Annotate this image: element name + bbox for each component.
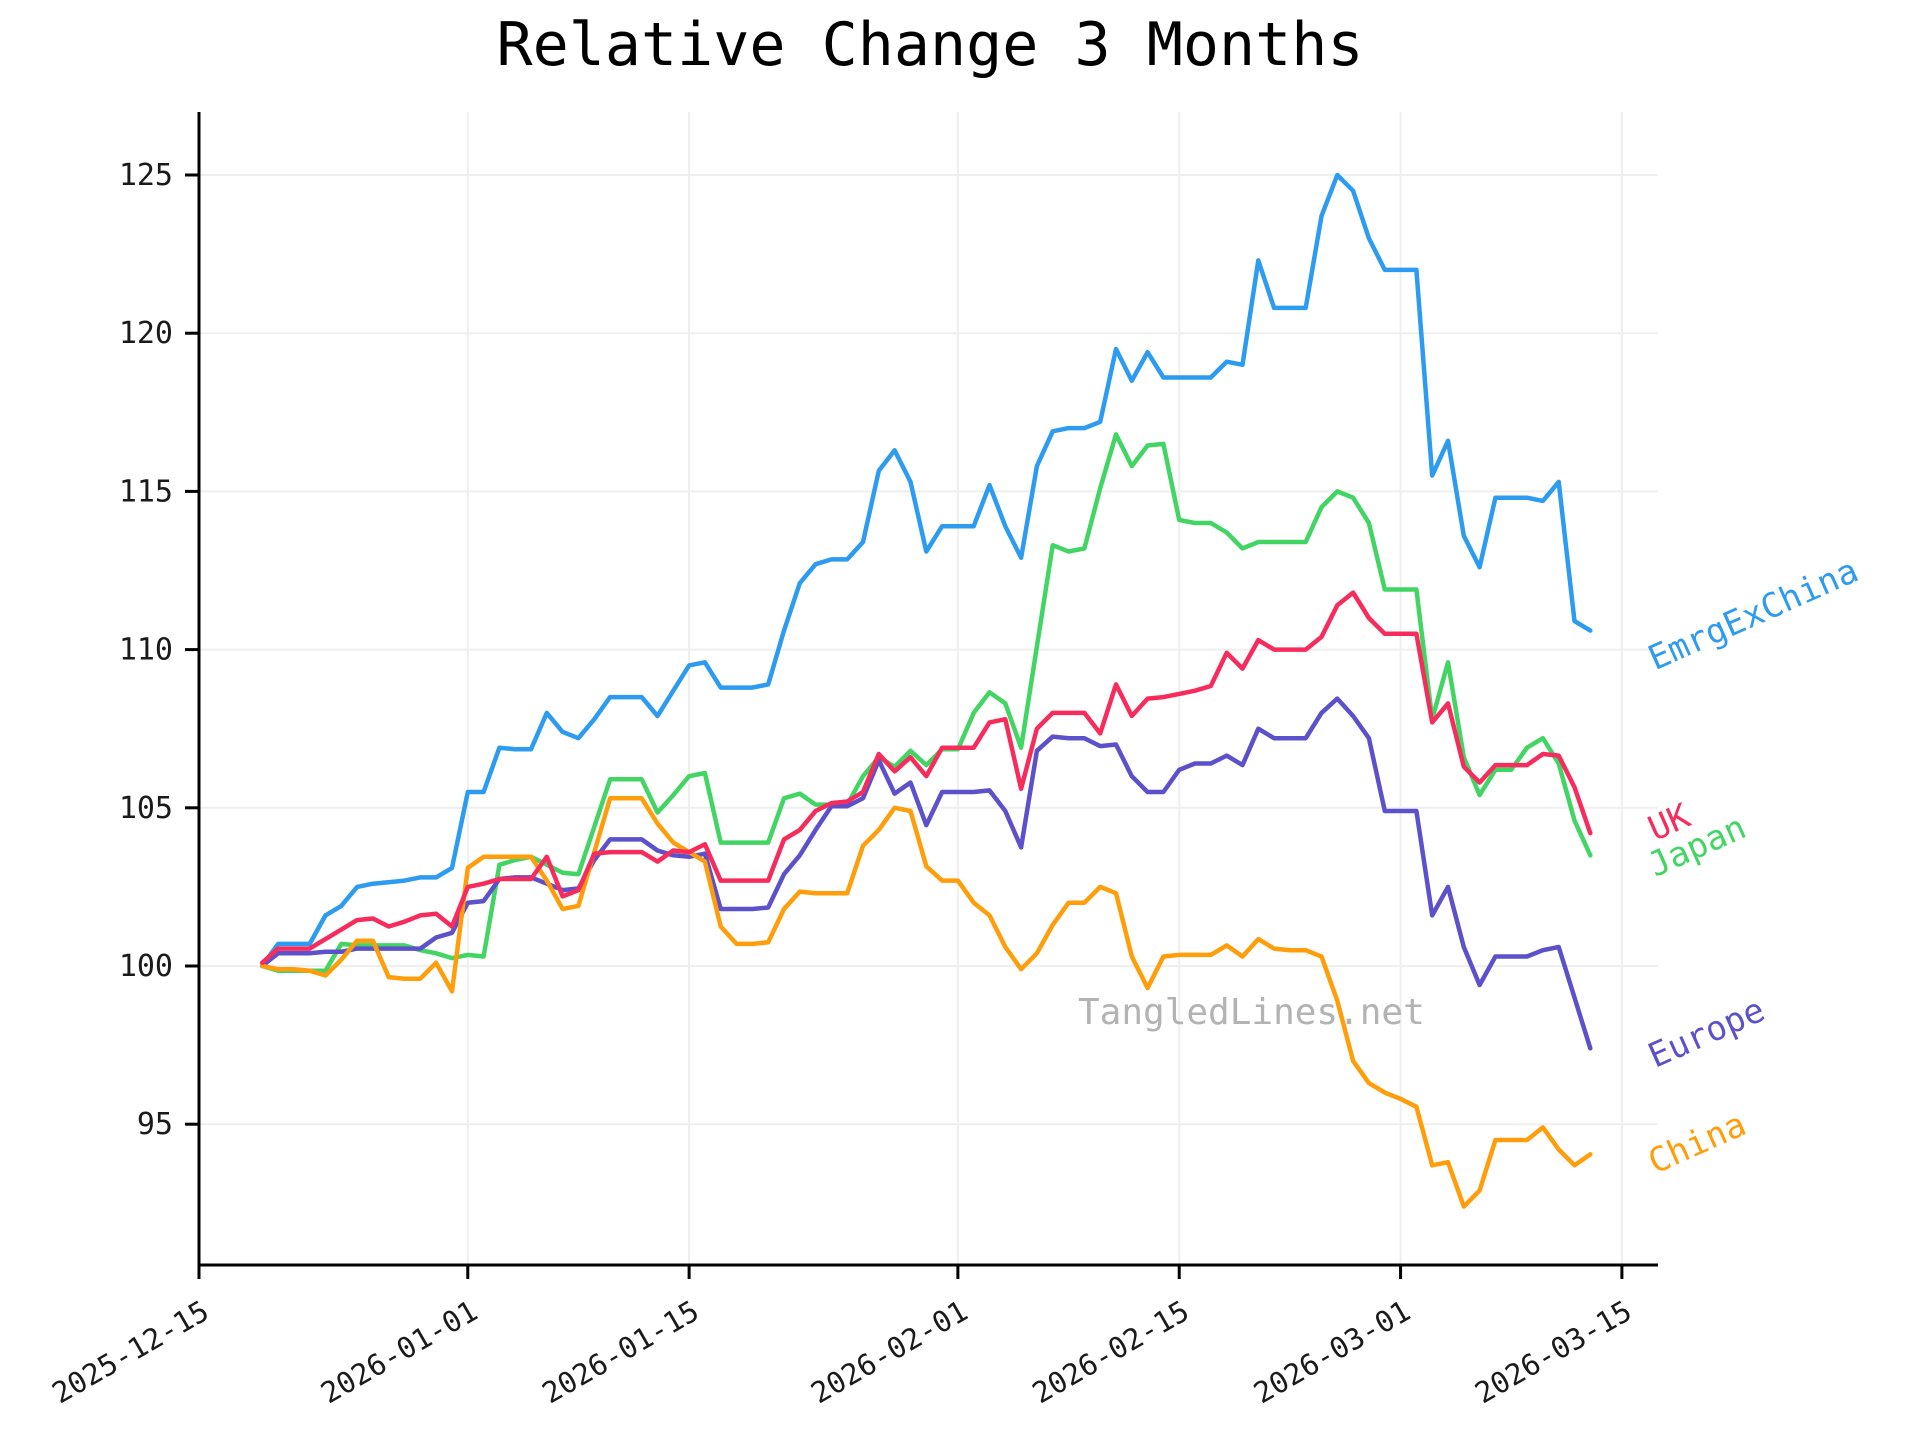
chart-title: Relative Change 3 Months (496, 10, 1364, 80)
x-tick-label: 2026-02-15 (1027, 1294, 1195, 1411)
y-tick-label: 125 (119, 158, 173, 193)
series-line-UK (259, 590, 1593, 966)
y-tick-label: 120 (119, 316, 173, 351)
x-tick-label: 2026-02-01 (805, 1294, 973, 1411)
series-label-Europe: Europe (1642, 990, 1770, 1077)
x-tick-label: 2026-03-01 (1248, 1294, 1416, 1411)
series-line-China (259, 796, 1593, 1209)
y-tick-label: 105 (119, 791, 173, 826)
series-line-Europe (259, 696, 1593, 1051)
series-line-Japan (259, 432, 1593, 973)
x-tick-label: 2026-03-15 (1469, 1294, 1637, 1411)
x-tick-label: 2025-12-15 (46, 1294, 214, 1411)
series-label-China: China (1642, 1104, 1752, 1182)
series-line-EmrgExChina (259, 172, 1593, 969)
y-tick-label: 95 (137, 1107, 173, 1142)
y-tick-label: 115 (119, 474, 173, 509)
y-tick-label: 110 (119, 633, 173, 668)
watermark: TangledLines.net (1078, 992, 1425, 1033)
x-tick-label: 2026-01-15 (536, 1294, 704, 1411)
series-label-EmrgExChina: EmrgExChina (1642, 551, 1864, 679)
y-tick-label: 100 (119, 949, 173, 984)
x-tick-label: 2026-01-01 (315, 1294, 483, 1411)
